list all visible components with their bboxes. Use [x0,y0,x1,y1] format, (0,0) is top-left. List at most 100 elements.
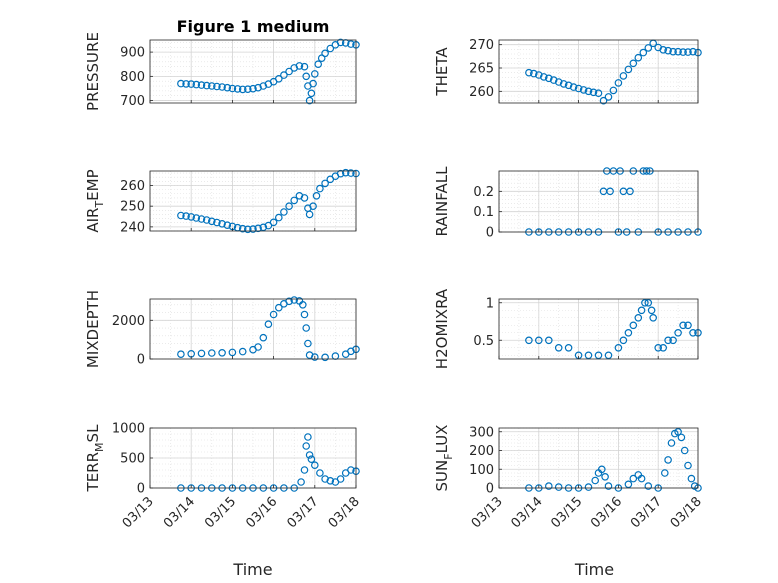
data-point [569,83,578,91]
y-axis-label: TERRMSL [84,424,106,493]
data-point [244,85,252,94]
x-tick-label: 03/17 [628,494,665,531]
data-point [614,343,623,352]
data-point [564,81,573,90]
x-axis-label: Time [574,560,614,579]
y-axis-label: AIRTEMP [84,169,106,232]
data-point [304,339,312,348]
data-point [326,44,335,53]
data-point [290,296,299,304]
data-point [347,466,355,474]
data-point [609,86,618,95]
data-point [177,79,185,88]
y-tick-label: 200 [469,444,494,459]
panel-terr-msl: 0 500 1000 03/13 03/14 03/15 03/16 03/17 03/18 TE… [84,422,363,580]
y-tick-label: 0 [137,482,145,497]
y-tick-label: 265 [469,62,494,77]
data-point [606,187,614,196]
y-tick-label: 1000 [112,422,145,437]
data-point [559,80,568,88]
data-point [689,328,697,337]
data-point [305,210,314,219]
x-tick-label: 03/14 [161,494,198,531]
data-point [347,40,355,48]
data-point [223,83,232,92]
data-point [554,483,563,491]
data-point [307,455,316,464]
data-point [302,442,311,450]
data-point [300,310,309,319]
data-point [687,474,696,483]
data-point [182,212,190,220]
data-point [228,348,237,357]
data-point [634,53,643,62]
y-tick-label: 0.1 [473,205,494,220]
data-point [544,74,553,83]
data-point [604,93,613,101]
data-point [309,79,317,88]
data-point [321,353,329,362]
data-point [634,313,643,322]
data-point [177,211,185,220]
x-tick-label: 03/14 [509,494,546,531]
axes-box [149,39,357,104]
y-axis-label: THETA [433,47,451,97]
data-point [525,336,533,345]
y-tick-label: 0.5 [473,334,494,349]
data-point [264,320,273,329]
data-point [554,78,563,86]
series-points [525,39,702,105]
data-point [264,221,273,230]
data-point [529,69,538,78]
data-point [601,472,609,481]
data-point [254,343,262,351]
data-point [649,313,658,322]
y-tick-label: 0.2 [473,185,494,200]
data-point [233,85,242,93]
data-point [321,475,329,483]
x-tick-label: 03/16 [588,494,625,531]
data-point [579,86,588,94]
data-point [316,469,324,477]
data-point [269,310,278,319]
data-point [305,451,314,459]
data-point [336,169,345,178]
data-point [208,349,216,357]
data-point [295,62,304,70]
x-tick-label: 03/13 [120,494,157,531]
data-point [659,343,668,352]
data-point [274,303,283,312]
data-point [285,297,293,306]
y-tick-label: 240 [120,220,145,235]
data-point [684,48,692,56]
y-tick-label: 0 [137,353,145,368]
data-point [619,336,628,345]
axes-box [149,298,357,360]
data-point [249,84,257,93]
data-point [238,224,247,233]
data-point [197,349,206,358]
data-point [259,82,268,90]
data-point [589,88,598,97]
data-point [549,76,558,84]
axes-box [498,298,699,360]
data-point [574,84,583,93]
data-point [202,81,211,90]
data-point [312,192,321,200]
data-point [604,351,613,360]
data-point [269,218,278,227]
data-point [310,461,319,470]
data-point [187,80,196,88]
panel-rainfall: 0 0.1 0.2 RAINFALL [433,166,702,241]
data-point [274,213,283,222]
data-point [336,475,345,483]
y-tick-label: 0 [486,482,494,497]
data-point [667,439,676,447]
data-point [629,321,638,330]
data-point [644,44,653,52]
axes-box [149,170,357,232]
y-tick-label: 260 [469,85,494,100]
y-tick-label: 700 [120,94,145,109]
data-point [674,427,682,436]
